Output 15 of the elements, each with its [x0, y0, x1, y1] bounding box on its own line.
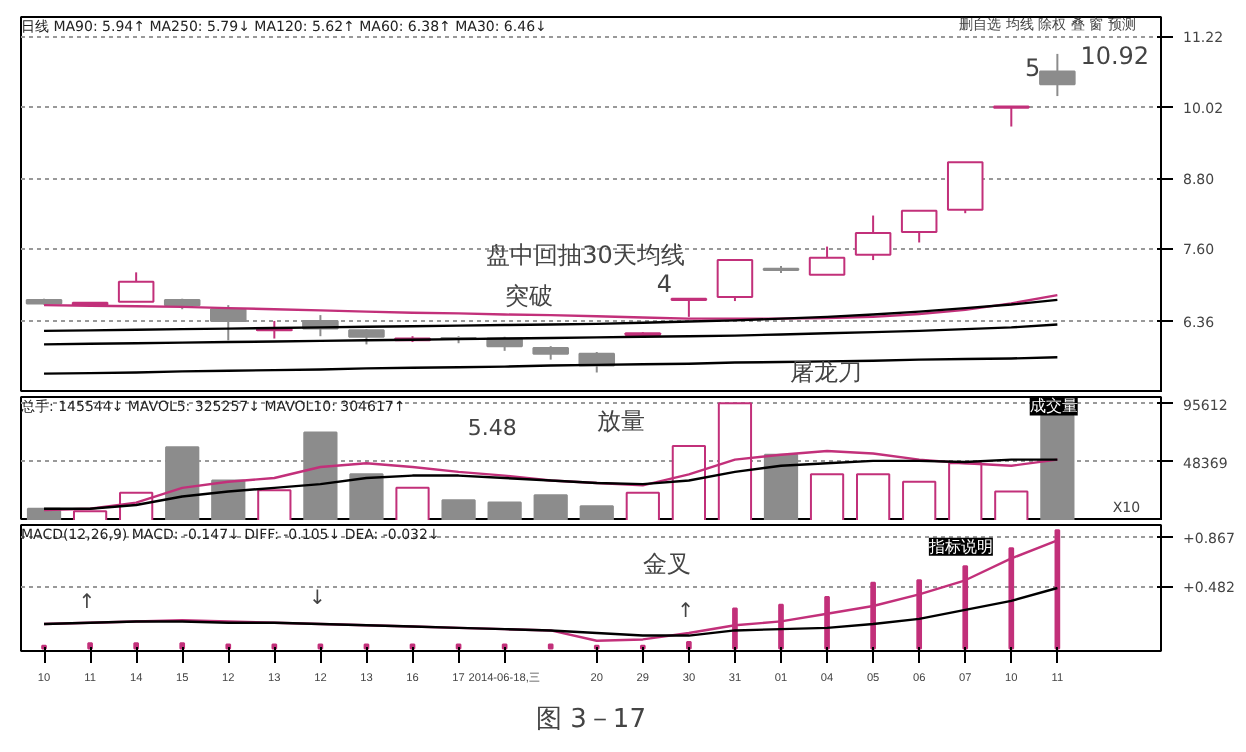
annotation: 突破 [504, 281, 553, 310]
annotation: 10.92 [1080, 41, 1150, 70]
annotation: 屠龙刀 [790, 357, 863, 386]
annotation: 5.48 [467, 415, 517, 442]
annotation: 放量 [596, 407, 645, 436]
annotation: 成交量 [1029, 397, 1078, 416]
annotation: ↑ [677, 600, 695, 623]
annotation: 5 [1025, 53, 1041, 82]
annotation: 金叉 [642, 549, 691, 578]
text: 图 3－17 [536, 705, 646, 735]
annotation: ↓ [308, 587, 326, 610]
annotation: 指标说明 [926, 537, 993, 556]
annotation: ↑ [78, 591, 96, 614]
annotation: 盘中回抽30天均线 [486, 240, 685, 269]
annotation: 4 [656, 270, 672, 299]
